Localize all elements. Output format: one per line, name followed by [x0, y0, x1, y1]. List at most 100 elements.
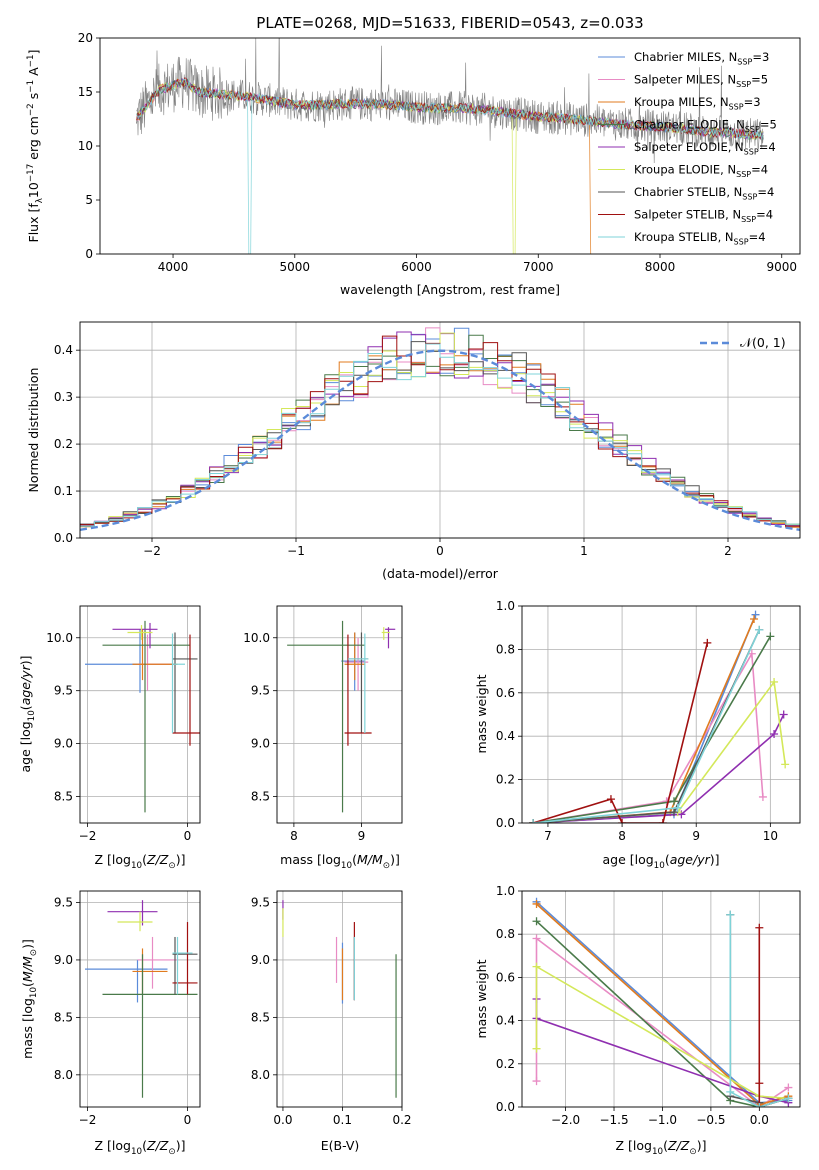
tick-label-x: −2: [143, 544, 161, 558]
tick-label-x: −1.0: [648, 1113, 677, 1127]
plot-content: [80, 327, 800, 531]
axes-massweight-vs-z: −2.0 −1.5 −1.0 −0.5 0.0 0.0 0.2 0.4 0.6 0.8 1.0 Z […: [474, 884, 801, 1157]
legend: Chabrier MILES, NSSP=3 Salpeter MILES, NS…: [598, 50, 777, 246]
axes-frame: [276, 890, 403, 1108]
tick-label-x: 0.0: [273, 1113, 292, 1127]
data-point-marker: [726, 910, 735, 919]
data-point-marker: [784, 1083, 793, 1092]
y-axis-label: age [log10(age/yr)]: [18, 655, 37, 772]
legend-entry: Salpeter ELODIE, NSSP=4: [634, 140, 776, 156]
tick-label-x: −2: [79, 1113, 97, 1127]
axes-mass-vs-ebv: 0.0 0.1 0.2 8.0 8.5 9.0 9.5 E(B-V): [251, 890, 412, 1153]
tick-label-y: 8.5: [54, 1010, 73, 1024]
tick-label-x: 4000: [158, 260, 189, 274]
plot-content: [287, 620, 396, 813]
tick-label-x: 0: [184, 829, 192, 843]
data-point-marker: [532, 899, 541, 908]
tick-label-y: 8.5: [251, 790, 270, 804]
data-point-marker: [779, 710, 788, 719]
tick-label-x: 6000: [401, 260, 432, 274]
tick-label-x: 8: [618, 829, 626, 843]
data-point-marker: [673, 803, 682, 812]
tick-label-y: 9.0: [251, 737, 270, 751]
tick-label-y: 9.5: [54, 895, 73, 909]
tick-label-y: 0.2: [54, 437, 73, 451]
x-axis-label: Z [log10(Z/Z⊙)]: [95, 852, 186, 871]
data-point-marker: [784, 1094, 793, 1103]
data-point-marker: [766, 632, 775, 641]
tick-label-y: 0: [85, 247, 93, 261]
tick-label-x: 10: [763, 829, 778, 843]
plot-area: [100, 38, 800, 254]
tick-label-y: 9.0: [54, 737, 73, 751]
plot-area: [277, 891, 402, 1107]
data-point-marker: [669, 808, 678, 817]
tick-label-x: 9: [692, 829, 700, 843]
x-axis-label: mass [log10(M/M⊙)]: [280, 852, 400, 871]
tick-label-x: −2.0: [551, 1113, 580, 1127]
x-axis-label: Z [log10(Z/Z⊙)]: [95, 1138, 186, 1157]
tick-label-x: −1: [287, 544, 305, 558]
tick-label-x: 9: [358, 829, 366, 843]
plot-area: [522, 606, 800, 823]
tick-label-y: 0.1: [54, 484, 73, 498]
axes-frame: [79, 605, 201, 824]
tick-label-x: 0.0: [750, 1113, 769, 1127]
model-spectrum-line: [136, 78, 764, 254]
x-axis-label: (data-model)/error: [382, 566, 499, 581]
axes-frame: [276, 605, 403, 824]
axes-massweight-vs-age: 7 8 9 10 0.0 0.2 0.4 0.6 0.8 1.0 age [log10(age/yr…: [474, 599, 801, 871]
x-axis-label: Z [log10(Z/Z⊙)]: [616, 1138, 707, 1157]
data-point-marker: [606, 795, 615, 804]
legend-entry: Chabrier MILES, NSSP=3: [634, 50, 769, 66]
tick-label-y: 0.4: [54, 343, 73, 357]
tick-label-y: 0.6: [496, 970, 515, 984]
tick-label-y: 0.0: [54, 531, 73, 545]
axes-residuals: −2 −1 0 1 2 0.0 0.1 0.2 0.3 0.4 (data-model)/error…: [26, 321, 801, 581]
legend-entry: Salpeter MILES, NSSP=5: [634, 73, 768, 89]
axes-frame: [79, 890, 201, 1108]
y-axis-label: mass [log10(M/M⊙)]: [20, 939, 39, 1059]
data-point-marker: [781, 760, 790, 769]
tick-label-x: 0.1: [333, 1113, 352, 1127]
tick-label-y: 0.8: [496, 642, 515, 656]
axes-frame: [79, 321, 801, 539]
histogram-step-line: [80, 332, 800, 526]
tick-label-y: 0.2: [496, 1057, 515, 1071]
chart-title: PLATE=0268, MJD=51633, FIBERID=0543, z=0…: [256, 14, 643, 32]
data-point-marker: [658, 819, 667, 823]
tick-label-y: 8.5: [54, 790, 73, 804]
data-point-marker: [532, 1077, 541, 1086]
tick-label-y: 0.4: [496, 1014, 515, 1028]
plot-area: [522, 891, 800, 1107]
tick-label-y: 10: [78, 139, 93, 153]
data-point-marker: [751, 610, 760, 619]
tick-label-y: 5: [85, 193, 93, 207]
tick-label-y: 0.3: [54, 390, 73, 404]
tick-label-y: 0.4: [496, 729, 515, 743]
axes-age-vs-mass: 8 9 8.5 9.0 9.5 10.0 mass [log10(M/M⊙)]: [243, 605, 403, 871]
legend-entry: Salpeter STELIB, NSSP=4: [634, 208, 773, 224]
tick-label-x: 2: [724, 544, 732, 558]
tick-label-y: 0.8: [496, 927, 515, 941]
axes-frame: [521, 890, 801, 1108]
tick-label-y: 0.0: [496, 816, 515, 830]
data-point-marker: [750, 615, 759, 624]
plot-content: [532, 897, 793, 1107]
y-axis-label: mass weight: [474, 959, 489, 1038]
tick-label-x: 9000: [766, 260, 797, 274]
plot-content: [136, 38, 764, 254]
data-point-marker: [755, 923, 764, 932]
data-point-marker: [703, 638, 712, 647]
tick-label-y: 8.0: [54, 1068, 73, 1082]
tick-label-x: 0: [436, 544, 444, 558]
tick-label-y: 9.5: [251, 895, 270, 909]
tick-label-x: 7: [544, 829, 552, 843]
tick-label-y: 1.0: [496, 599, 515, 613]
data-point-marker: [532, 934, 541, 943]
tick-label-y: 0.6: [496, 686, 515, 700]
observed-spectrum-line: [136, 38, 764, 164]
tick-label-x: 7000: [523, 260, 554, 274]
tick-label-y: 9.5: [251, 684, 270, 698]
